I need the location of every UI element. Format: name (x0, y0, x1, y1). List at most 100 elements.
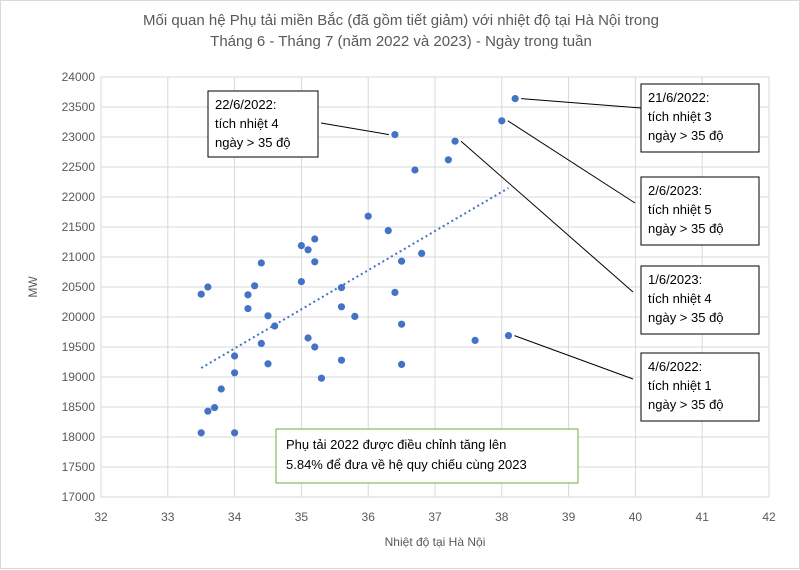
data-points (197, 95, 519, 437)
y-tick-label: 20000 (62, 310, 96, 324)
data-point (391, 131, 399, 139)
x-tick-label: 39 (562, 510, 576, 524)
callout-box: 21/6/2022: tích nhiệt 3 ngày > 35 độ (640, 83, 760, 153)
data-point (311, 343, 319, 351)
y-tick-label: 22000 (62, 190, 96, 204)
data-point (251, 282, 259, 290)
data-point (364, 212, 372, 220)
callout-text-line: 4/6/2022: (648, 359, 702, 374)
data-point (351, 312, 359, 320)
data-point (398, 360, 406, 368)
x-tick-label: 32 (94, 510, 108, 524)
y-tick-label: 19000 (62, 370, 96, 384)
note-box-border (275, 428, 579, 484)
data-point (210, 404, 219, 412)
y-tick-label: 17000 (62, 490, 96, 504)
data-point (197, 290, 205, 298)
data-point (418, 249, 426, 257)
callout-box: 22/6/2022: tích nhiệt 4 ngày > 35 độ (207, 90, 319, 158)
y-tick-label: 17500 (62, 460, 96, 474)
callout-leader-line (514, 335, 634, 380)
data-point (337, 284, 346, 292)
data-point (311, 235, 319, 243)
y-tick-label: 24000 (62, 70, 96, 84)
data-point (244, 291, 252, 299)
data-point (304, 334, 312, 342)
callout-text-line: tích nhiệt 1 (648, 378, 712, 393)
data-point (498, 117, 506, 125)
y-tick-label: 23500 (62, 100, 96, 114)
callout-text-line: ngày > 35 độ (215, 135, 291, 150)
y-tick-label: 21000 (62, 250, 96, 264)
data-point (311, 258, 319, 266)
data-point (244, 305, 252, 313)
data-point (204, 283, 212, 291)
trendline (200, 187, 509, 369)
data-point (197, 429, 205, 437)
x-tick-label: 33 (161, 510, 175, 524)
y-tick-label: 22500 (62, 160, 96, 174)
y-tick-label: 18000 (62, 430, 96, 444)
data-point (257, 339, 265, 347)
x-tick-label: 37 (428, 510, 442, 524)
data-point (504, 332, 513, 340)
data-point (264, 360, 272, 368)
callout-leader-line (521, 98, 642, 109)
data-point (257, 259, 265, 267)
y-tick-label: 20500 (62, 280, 96, 294)
chart-title: Mối quan hệ Phụ tải miền Bắc (đã gồm tiế… (143, 12, 659, 50)
note-text-line: Phụ tải 2022 được điều chỉnh tăng lên (286, 437, 506, 452)
y-tick-label: 18500 (62, 400, 96, 414)
note-text-line: 5.84% để đưa về hệ quy chiếu cùng 2023 (286, 457, 527, 472)
data-point (398, 320, 406, 328)
callout-text-line: tích nhiệt 4 (648, 291, 712, 306)
data-point (337, 303, 346, 311)
data-point (217, 385, 225, 393)
callout-box-border (640, 176, 760, 246)
callout-text-line: ngày > 35 độ (648, 128, 724, 143)
callout-box-border (640, 265, 760, 335)
data-point (411, 166, 419, 174)
data-point (337, 356, 346, 364)
callout-text-line: 22/6/2022: (215, 97, 276, 112)
callout-text-line: 2/6/2023: (648, 183, 702, 198)
callout-text-line: tích nhiệt 4 (215, 116, 279, 131)
x-tick-label: 40 (629, 510, 643, 524)
data-point (297, 278, 305, 286)
callout-box: 4/6/2022: tích nhiệt 1 ngày > 35 độ (640, 352, 760, 422)
y-axis-label: MW (26, 276, 40, 298)
data-point (271, 322, 279, 330)
data-point (297, 242, 305, 250)
callout-box: 1/6/2023: tích nhiệt 4 ngày > 35 độ (640, 265, 760, 335)
callout-leader-line (460, 140, 634, 293)
callout-box-border (640, 83, 760, 153)
callout-text-line: 21/6/2022: (648, 90, 709, 105)
callout-leader-line (507, 120, 636, 204)
x-tick-label: 41 (696, 510, 710, 524)
callout-leader-line (320, 122, 390, 136)
data-point (204, 407, 212, 415)
callout-text-line: tích nhiệt 3 (648, 109, 712, 124)
x-tick-label: 42 (762, 510, 776, 524)
data-point (444, 156, 452, 164)
axis-labels: Nhiệt độ tại Hà Nội MW (26, 276, 485, 549)
y-tick-label: 19500 (62, 340, 96, 354)
callout-box: 2/6/2023: tích nhiệt 5 ngày > 35 độ (640, 176, 760, 246)
x-tick-label: 35 (295, 510, 309, 524)
trendline-layer (200, 187, 509, 369)
x-axis-label: Nhiệt độ tại Hà Nội (385, 535, 486, 549)
data-point (264, 312, 272, 320)
data-point (511, 95, 519, 103)
data-point (451, 137, 459, 145)
y-tick-label: 21500 (62, 220, 96, 234)
tick-labels: 32 33 34 35 36 37 38 39 40 41 42 17000 17500 18000 185… (62, 70, 776, 524)
callout-leader-lines (320, 98, 642, 380)
callout-text-line: ngày > 35 độ (648, 221, 724, 236)
callout-box-border (640, 352, 760, 422)
x-tick-label: 34 (228, 510, 242, 524)
data-point (391, 288, 399, 296)
callout-text-line: 1/6/2023: (648, 272, 702, 287)
data-point (471, 336, 479, 344)
